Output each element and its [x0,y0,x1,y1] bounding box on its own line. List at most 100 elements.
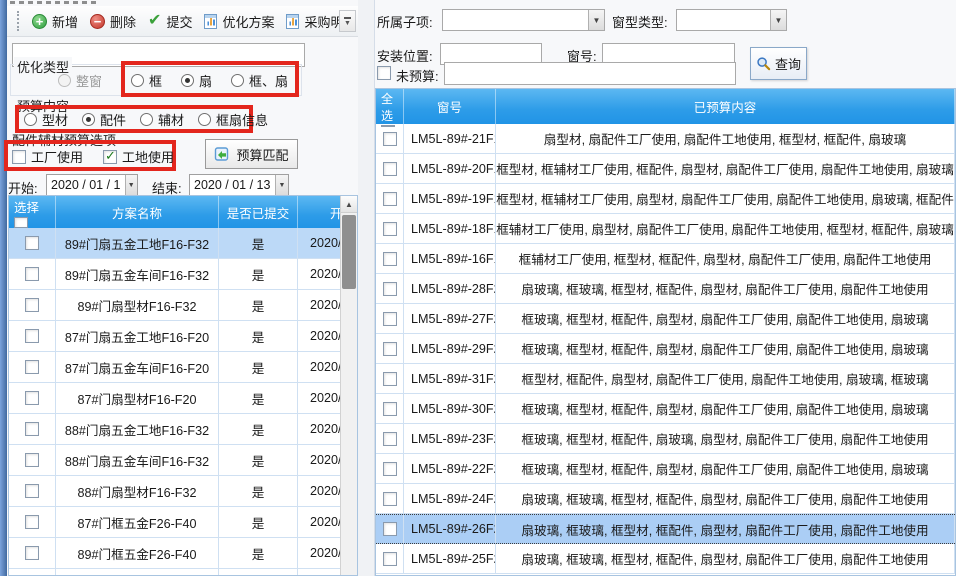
window-table-row[interactable]: LM5L-89#-30F28框玻璃, 框型材, 框配件, 扇型材, 扇配件工厂使… [376,394,955,424]
row-checkbox[interactable] [25,267,39,281]
window-table-row[interactable]: LM5L-89#-22F20框玻璃, 框型材, 框配件, 扇型材, 扇配件工厂使… [376,454,955,484]
window-no-header[interactable]: 窗号 [404,89,496,124]
submit-button[interactable]: ✔ 提交 [142,9,198,34]
plan-table-row[interactable]: 89#门框五金F26-F40 是 2020/0 [9,538,357,569]
start-date-label: 开始: [8,181,38,196]
budgeted-content-header[interactable]: 已预算内容 [496,89,955,124]
window-table-row[interactable]: LM5L-89#-21F19扇型材, 扇配件工厂使用, 扇配件工地使用, 框型材… [376,124,955,154]
row-checkbox[interactable] [382,551,397,566]
toolbar-overflow-button[interactable]: ▼ [339,10,356,32]
plan-name-cell: 87#门扇型材F16-F20 [56,383,219,413]
plan-table-row[interactable]: 87#门扇五金车间F16-F20 是 2020/0 [9,352,357,383]
plan-table-row[interactable]: 89#门扇五金车间F16-F32 是 2020/0 [9,259,357,290]
row-checkbox[interactable] [382,161,397,176]
window-table-row[interactable]: LM5L-89#-19F17框型材, 框辅材工厂使用, 扇型材, 扇配件工厂使用… [376,184,955,214]
delete-button[interactable]: − 删除 [84,9,142,34]
add-button[interactable]: + 新增 [26,9,84,34]
toolbar-grip-icon[interactable] [17,11,19,31]
plan-table-row[interactable]: 88#门扇五金车间F16-F32 是 2020/0 [9,445,357,476]
row-checkbox[interactable] [25,515,39,529]
row-checkbox[interactable] [382,281,397,296]
row-checkbox[interactable] [25,453,39,467]
row-checkbox[interactable] [382,311,397,326]
select-all-checkbox[interactable] [14,217,28,228]
row-checkbox[interactable] [382,491,397,506]
radio-auxiliary[interactable]: 辅材 [140,110,184,129]
row-checkbox[interactable] [25,391,39,405]
plan-table-row[interactable]: 89#门扇五金工地F16-F32 是 2020/0 [9,228,357,259]
radio-frame-sash-info[interactable]: 框扇信息 [198,110,268,129]
row-checkbox[interactable] [25,298,39,312]
row-checkbox[interactable] [382,131,397,146]
radio-frame-sash[interactable]: 框、扇 [231,71,288,90]
window-table-row[interactable]: LM5L-89#-26F24扇玻璃, 框玻璃, 框型材, 框配件, 扇型材, 扇… [376,514,955,544]
row-checkbox[interactable] [382,221,397,236]
optimize-plan-button[interactable]: 优化方案 [198,9,280,34]
checkbox-site-use[interactable]: 工地使用 [103,147,174,166]
row-checkbox[interactable] [382,371,397,386]
plan-table-row[interactable]: 87#门扇五金工地F16-F20 是 2020/0 [9,321,357,352]
plan-name-cell: 89#门扇五金车间F16-F32 [56,259,219,289]
unbudgeted-label: 未预算: [396,69,439,84]
unbudgeted-checkbox[interactable] [377,66,391,80]
query-button[interactable]: 查询 [750,47,807,80]
row-checkbox[interactable] [382,341,397,356]
start-date-cell: 2020/0 [298,259,357,289]
window-table-row[interactable]: LM5L-89#-29F27框玻璃, 框型材, 框配件, 扇型材, 扇配件工厂使… [376,334,955,364]
radio-frame[interactable]: 框 [131,71,162,90]
select-all-checkbox[interactable] [381,125,395,127]
window-table-row[interactable]: LM5L-89#-16F15框辅材工厂使用, 框型材, 框配件, 扇型材, 扇配… [376,244,955,274]
radio-accessory[interactable]: 配件 [82,110,126,129]
chevron-down-icon[interactable]: ▼ [770,10,786,30]
submitted-header[interactable]: 是否已提交 [219,196,298,228]
plan-table-row[interactable]: 88#门扇型材F16-F32 是 2020/0 [9,476,357,507]
window-table-row[interactable]: LM5L-89#-23F21框玻璃, 框型材, 框配件, 扇玻璃, 扇型材, 扇… [376,424,955,454]
row-checkbox[interactable] [382,401,397,416]
chevron-down-icon[interactable]: ▼ [124,175,137,195]
row-checkbox[interactable] [382,522,397,536]
chevron-down-icon[interactable]: ▼ [588,10,604,30]
select-all-column-header: 全选 [376,89,404,127]
plan-table-row[interactable]: 87#门扇型材F16-F20 是 2020/0 [9,383,357,414]
window-table-row[interactable]: LM5L-89#-27F25框玻璃, 框型材, 框配件, 扇型材, 扇配件工厂使… [376,304,955,334]
row-select-cell [376,184,404,213]
window-table-row[interactable]: LM5L-89#-20F18框型材, 框辅材工厂使用, 框配件, 扇型材, 扇配… [376,154,955,184]
radio-profile[interactable]: 型材 [24,110,68,129]
window-table-row[interactable]: LM5L-89#-25F23扇玻璃, 框玻璃, 框型材, 框配件, 扇型材, 扇… [376,544,955,574]
checkbox-factory-use[interactable]: 工厂使用 [12,147,83,166]
row-checkbox[interactable] [25,546,39,560]
plan-table-row[interactable]: 88#门扇五金工地F16-F32 是 2020/0 [9,414,357,445]
budgeted-content-cell: 框玻璃, 框型材, 框配件, 扇玻璃, 扇型材, 扇配件工厂使用, 扇配件工地使… [496,424,955,453]
row-checkbox[interactable] [25,484,39,498]
row-checkbox[interactable] [382,431,397,446]
budget-match-button[interactable]: 预算匹配 [205,139,298,169]
window-table-row[interactable]: LM5L-89#-28F26扇玻璃, 框玻璃, 框型材, 框配件, 扇型材, 扇… [376,274,955,304]
row-checkbox[interactable] [25,236,39,250]
plan-table-row[interactable]: 89#门扇型材F16-F32 是 2020/0 [9,290,357,321]
query-button-label: 查询 [774,57,801,72]
window-type-combobox[interactable]: ▼ [676,9,787,31]
start-date-picker[interactable]: 2020 / 01 / 1 ▼ [46,174,138,196]
scrollbar-thumb[interactable] [342,215,356,289]
radio-sash[interactable]: 扇 [181,71,212,90]
plan-name-header[interactable]: 方案名称 [56,196,219,228]
window-table-row[interactable]: LM5L-89#-24F22扇玻璃, 框玻璃, 框型材, 框配件, 扇型材, 扇… [376,484,955,514]
end-date-picker[interactable]: 2020 / 01 / 13 ▼ [189,174,289,196]
chevron-down-icon[interactable]: ▼ [275,175,288,195]
panel-splitter[interactable] [358,0,375,576]
row-checkbox[interactable] [382,461,397,476]
plan-table-row[interactable]: 87#门框五金F26-F40 是 2020/0 [9,507,357,538]
row-checkbox[interactable] [382,251,397,266]
radio-whole-window[interactable]: 整窗 [58,71,102,90]
row-checkbox[interactable] [25,422,39,436]
scroll-up-icon[interactable]: ▲ [341,196,357,213]
unbudgeted-input[interactable] [444,62,736,85]
sub-item-combobox[interactable]: ▼ [442,9,605,31]
row-checkbox[interactable] [25,329,39,343]
vertical-scrollbar[interactable]: ▲ [340,196,357,575]
window-table-row[interactable]: LM5L-89#-18F16框辅材工厂使用, 扇型材, 扇配件工厂使用, 扇配件… [376,214,955,244]
row-checkbox[interactable] [25,360,39,374]
row-checkbox[interactable] [382,191,397,206]
window-table-row[interactable]: LM5L-89#-31F29框型材, 框配件, 扇型材, 扇配件工厂使用, 扇配… [376,364,955,394]
